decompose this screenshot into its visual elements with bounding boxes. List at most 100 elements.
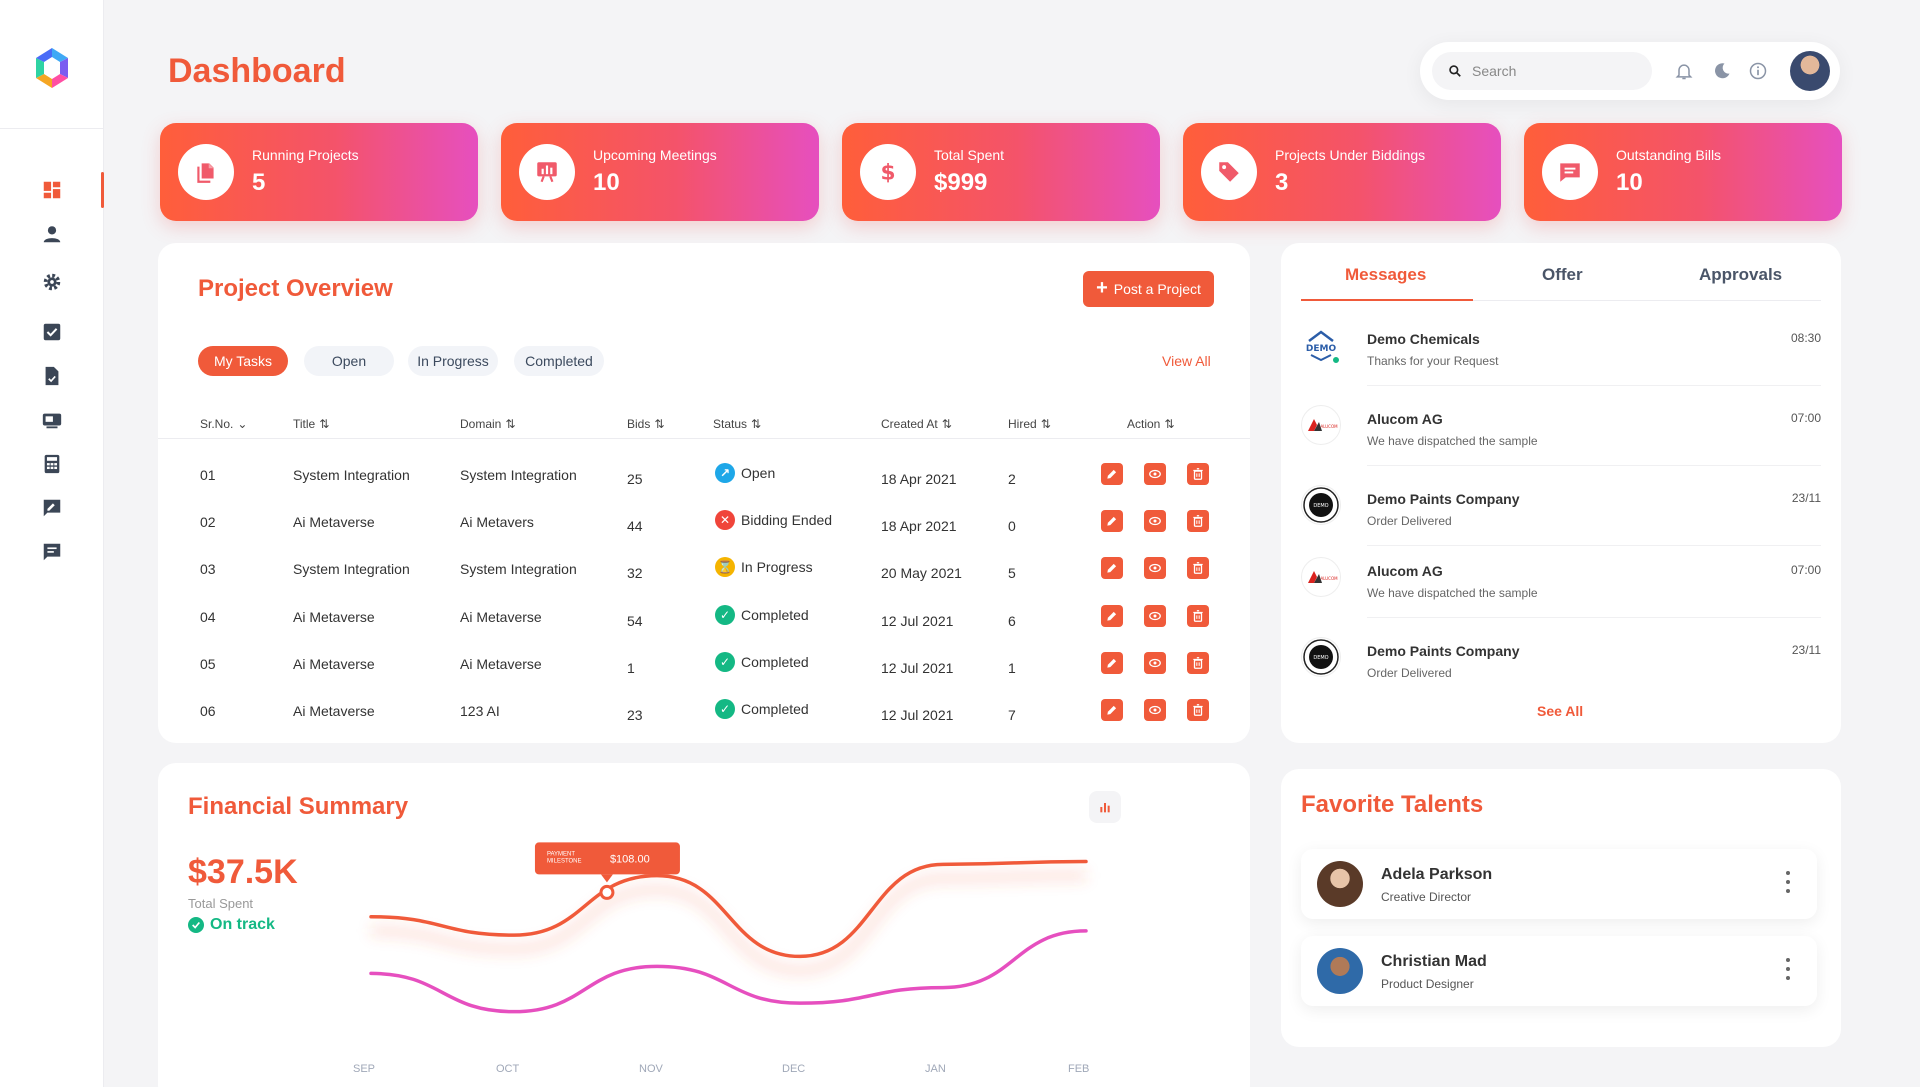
search-input[interactable] bbox=[1472, 63, 1642, 79]
message-item[interactable]: DEMO Demo Paints Company Order Delivered 23… bbox=[1301, 485, 1821, 565]
filter-my-tasks[interactable]: My Tasks bbox=[198, 346, 288, 376]
eye-icon bbox=[1149, 658, 1161, 668]
talent-card[interactable]: Adela Parkson Creative Director bbox=[1301, 849, 1817, 919]
notifications-button[interactable] bbox=[1672, 59, 1696, 83]
alucom-logo: ALUCOM bbox=[1301, 405, 1341, 445]
delete-button[interactable] bbox=[1187, 463, 1209, 485]
gear-icon bbox=[43, 273, 61, 291]
dollar-icon: $ bbox=[860, 144, 916, 200]
message-time: 07:00 bbox=[1790, 411, 1821, 425]
dark-mode-toggle[interactable] bbox=[1710, 59, 1734, 83]
x-tick-label: NOV bbox=[639, 1063, 664, 1075]
stat-card-upcoming-meetings[interactable]: Upcoming Meetings 10 bbox=[501, 123, 819, 221]
view-button[interactable] bbox=[1144, 510, 1166, 532]
column-status[interactable]: Status ⇅ bbox=[713, 417, 761, 431]
delete-button[interactable] bbox=[1187, 605, 1209, 627]
view-button[interactable] bbox=[1144, 557, 1166, 579]
title-cell: System Integration bbox=[293, 467, 410, 483]
stat-card-outstanding-bills[interactable]: Outstanding Bills 10 bbox=[1524, 123, 1842, 221]
moon-icon bbox=[1715, 63, 1730, 79]
post-project-button[interactable]: + Post a Project bbox=[1083, 271, 1214, 307]
view-button[interactable] bbox=[1144, 463, 1166, 485]
edit-button[interactable] bbox=[1101, 463, 1123, 485]
delete-button[interactable] bbox=[1187, 557, 1209, 579]
stat-label: Projects Under Biddings bbox=[1275, 147, 1426, 163]
trash-icon bbox=[1193, 562, 1203, 574]
message-item[interactable]: DEMO Demo Chemicals Thanks for your Reques… bbox=[1301, 325, 1821, 405]
talent-card[interactable]: Christian Mad Product Designer bbox=[1301, 936, 1817, 1006]
edit-button[interactable] bbox=[1101, 652, 1123, 674]
column-created-at[interactable]: Created At ⇅ bbox=[881, 417, 952, 431]
message-divider bbox=[1367, 545, 1821, 546]
nav-reviews[interactable] bbox=[38, 494, 66, 522]
tab-messages[interactable]: Messages bbox=[1345, 265, 1427, 284]
message-item[interactable]: DEMO Demo Paints Company Order Delivered 23… bbox=[1301, 637, 1821, 717]
nav-billing[interactable] bbox=[38, 406, 66, 434]
more-options-icon[interactable] bbox=[1785, 958, 1791, 980]
info-button[interactable] bbox=[1746, 59, 1770, 83]
status-badge: ✓ Completed bbox=[715, 652, 809, 672]
delete-button[interactable] bbox=[1187, 652, 1209, 674]
nav-profile[interactable] bbox=[38, 220, 66, 248]
filter-completed[interactable]: Completed bbox=[514, 346, 604, 376]
view-button[interactable] bbox=[1144, 605, 1166, 627]
search-box[interactable] bbox=[1432, 52, 1652, 90]
created-at-cell: 18 Apr 2021 bbox=[881, 518, 957, 534]
filter-in-progress[interactable]: In Progress bbox=[408, 346, 498, 376]
column-bids[interactable]: Bids ⇅ bbox=[627, 417, 664, 431]
view-button[interactable] bbox=[1144, 699, 1166, 721]
delete-button[interactable] bbox=[1187, 699, 1209, 721]
message-item[interactable]: ALUCOM Alucom AG We have dispatched the sa… bbox=[1301, 557, 1821, 637]
svg-text:DEMO: DEMO bbox=[1313, 503, 1328, 509]
pencil-icon bbox=[1107, 469, 1117, 479]
nav-documents[interactable] bbox=[38, 362, 66, 390]
nav-settings[interactable] bbox=[38, 268, 66, 296]
tooltip-label: PAYMENT bbox=[547, 851, 575, 857]
user-avatar[interactable] bbox=[1790, 51, 1830, 91]
nav-calculator[interactable] bbox=[38, 450, 66, 478]
tooltip-label: MILESTONE bbox=[547, 858, 582, 864]
bar-chart-icon bbox=[1100, 803, 1110, 813]
sort-icon: ⇅ bbox=[1164, 417, 1175, 431]
nav-chat[interactable] bbox=[38, 538, 66, 566]
column-action[interactable]: Action ⇅ bbox=[1127, 417, 1174, 431]
view-all-link[interactable]: View All bbox=[1162, 353, 1211, 369]
column-sr-no[interactable]: Sr.No. ⌄ bbox=[200, 417, 247, 431]
financial-summary-panel: SEP OCT NOV DEC JAN FEB PAYMENT MILESTONE $108.0… bbox=[158, 763, 1250, 1087]
talent-role: Product Designer bbox=[1381, 977, 1474, 991]
nav-tasks[interactable] bbox=[38, 318, 66, 346]
column-domain[interactable]: Domain ⇅ bbox=[460, 417, 515, 431]
column-label: Hired bbox=[1008, 417, 1037, 431]
stat-card-total-spent[interactable]: $ Total Spent $999 bbox=[842, 123, 1160, 221]
message-item[interactable]: ALUCOM Alucom AG We have dispatched the sa… bbox=[1301, 405, 1821, 485]
filter-open[interactable]: Open bbox=[304, 346, 394, 376]
tab-approvals[interactable]: Approvals bbox=[1699, 265, 1783, 284]
view-button[interactable] bbox=[1144, 652, 1166, 674]
delete-button[interactable] bbox=[1187, 510, 1209, 532]
stat-card-projects-under-biddings[interactable]: Projects Under Biddings 3 bbox=[1183, 123, 1501, 221]
bids-cell: 32 bbox=[627, 565, 643, 581]
app-logo[interactable] bbox=[28, 44, 76, 92]
see-all-link[interactable]: See All bbox=[1537, 703, 1584, 719]
more-options-icon[interactable] bbox=[1785, 871, 1791, 893]
nav-dashboard[interactable] bbox=[38, 176, 66, 204]
message-divider bbox=[1367, 465, 1821, 466]
presentation-icon bbox=[519, 144, 575, 200]
trash-icon bbox=[1193, 515, 1203, 527]
edit-button[interactable] bbox=[1101, 557, 1123, 579]
edit-button[interactable] bbox=[1101, 510, 1123, 532]
edit-button[interactable] bbox=[1101, 605, 1123, 627]
domain-cell: System Integration bbox=[460, 561, 577, 577]
chart-type-button[interactable] bbox=[1089, 791, 1121, 823]
column-title[interactable]: Title ⇅ bbox=[293, 417, 329, 431]
column-hired[interactable]: Hired ⇅ bbox=[1008, 417, 1051, 431]
stat-card-running-projects[interactable]: Running Projects 5 bbox=[160, 123, 478, 221]
financial-summary-title: Financial Summary bbox=[188, 793, 409, 820]
tab-offer[interactable]: Offer bbox=[1542, 265, 1583, 284]
sidebar bbox=[0, 0, 104, 1087]
edit-button[interactable] bbox=[1101, 699, 1123, 721]
domain-cell: Ai Metaverse bbox=[460, 656, 542, 672]
title-cell: Ai Metaverse bbox=[293, 656, 375, 672]
highlight-point[interactable] bbox=[599, 884, 615, 900]
active-tab-indicator bbox=[1301, 299, 1473, 301]
